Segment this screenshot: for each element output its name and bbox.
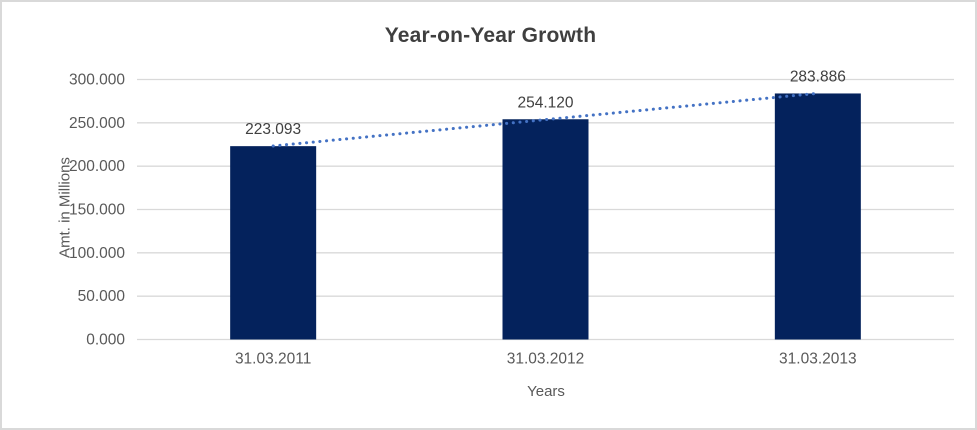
chart-title: Year-on-Year Growth	[384, 24, 597, 47]
y-tick-label: 200.000	[69, 158, 125, 175]
y-tick-label: 50.000	[78, 288, 126, 305]
y-tick-label: 300.000	[69, 72, 125, 89]
x-axis-title: Years	[527, 383, 565, 400]
bar-value-label: 254.120	[517, 94, 573, 111]
y-tick-label: 0.000	[86, 332, 125, 349]
bar-value-label: 283.886	[790, 68, 846, 85]
bar-31.03.2011	[230, 146, 317, 340]
bar-31.03.2013	[774, 93, 861, 340]
bar-31.03.2012	[502, 119, 589, 340]
x-tick-label: 31.03.2013	[779, 351, 857, 368]
y-tick-label: 250.000	[69, 115, 125, 132]
trendline	[271, 91, 820, 148]
bar-value-label: 223.093	[245, 121, 301, 138]
y-tick-label: 150.000	[69, 202, 125, 219]
x-tick-label: 31.03.2012	[507, 351, 585, 368]
x-tick-label: 31.03.2011	[235, 351, 311, 368]
y-tick-label: 100.000	[69, 245, 125, 262]
